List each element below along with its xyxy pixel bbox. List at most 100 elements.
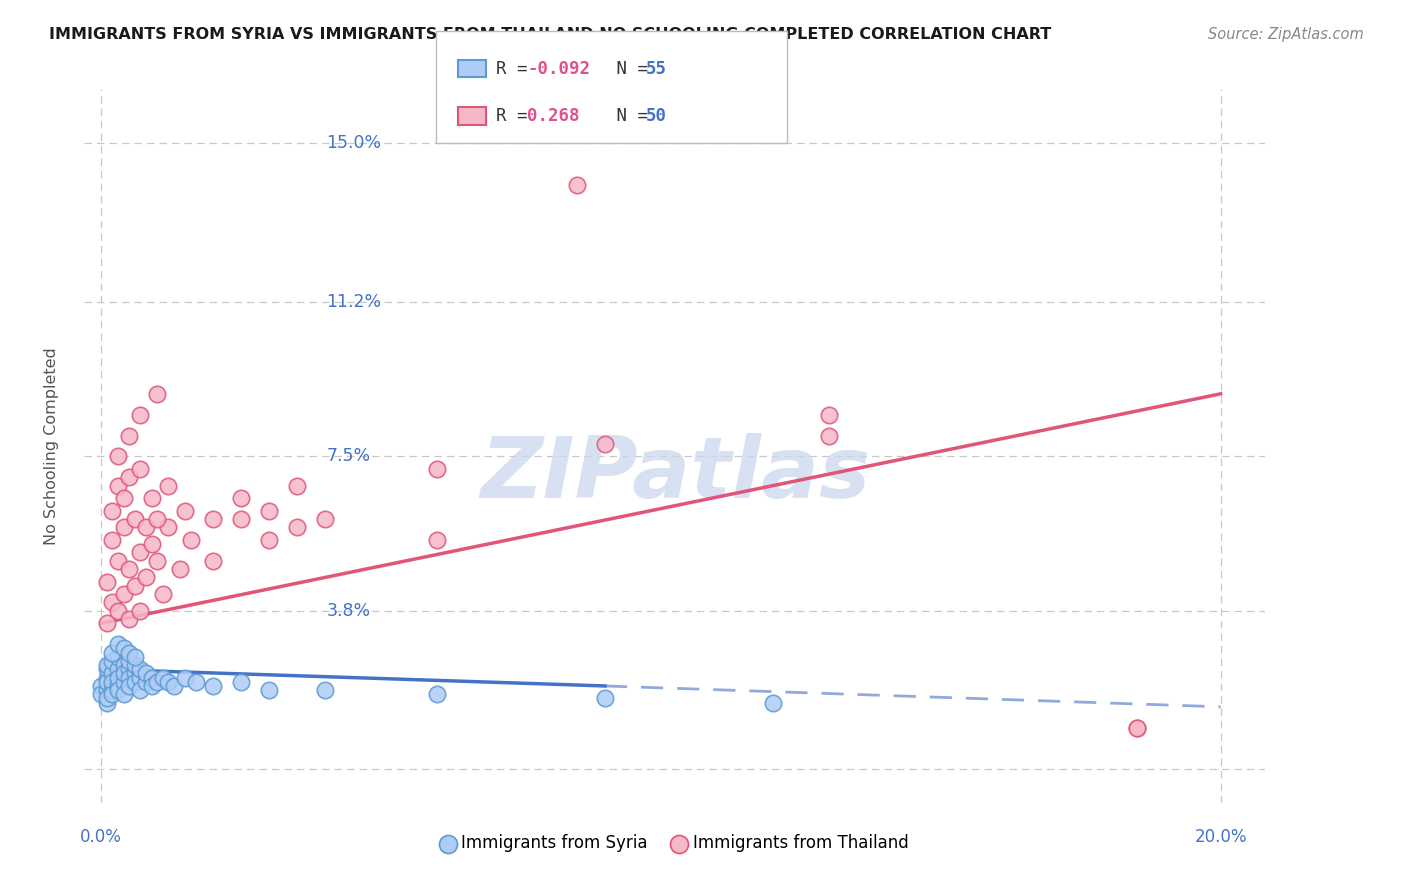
Point [96,658,118,673]
Point [141,537,163,551]
Point [817,428,839,442]
Point [426,687,449,701]
Point [174,504,197,518]
Legend: Immigrants from Syria, Immigrants from Thailand: Immigrants from Syria, Immigrants from T… [434,828,915,859]
Point [107,683,129,698]
Point [101,654,124,668]
Text: No Schooling Completed: No Schooling Completed [44,347,59,545]
Point [180,533,202,547]
Point [135,520,157,534]
Point [112,674,135,689]
Point [124,512,146,526]
Text: N =: N = [585,107,658,125]
Point [817,408,839,422]
Point [96,683,118,698]
Point [112,658,135,673]
Point [107,679,129,693]
Text: 55: 55 [645,60,666,78]
Point [146,512,169,526]
Point [257,504,280,518]
Text: R =: R = [496,60,538,78]
Point [285,478,308,492]
Point [124,666,146,681]
Point [101,666,124,681]
Point [112,520,135,534]
Point [101,687,124,701]
Point [101,683,124,698]
Point [118,428,141,442]
Point [152,671,174,685]
Text: 7.5%: 7.5% [326,448,371,466]
Point [152,587,174,601]
Point [593,691,616,706]
Point [118,646,141,660]
Point [135,666,157,681]
Point [229,491,252,505]
Point [141,491,163,505]
Point [135,570,157,584]
Text: 50: 50 [645,107,666,125]
Point [112,641,135,656]
Point [314,512,336,526]
Text: 11.2%: 11.2% [326,293,381,311]
Point [202,512,225,526]
Point [118,662,141,676]
Point [141,671,163,685]
Point [107,604,129,618]
Point [163,679,186,693]
Point [101,646,124,660]
Point [90,687,112,701]
Point [96,691,118,706]
Point [229,674,252,689]
Text: 15.0%: 15.0% [326,135,381,153]
Text: 20.0%: 20.0% [1194,828,1247,846]
Point [107,662,129,676]
Point [124,674,146,689]
Point [101,533,124,547]
Point [426,533,449,547]
Point [101,504,124,518]
Point [118,562,141,576]
Point [146,554,169,568]
Point [96,674,118,689]
Point [1125,721,1147,735]
Point [202,554,225,568]
Point [118,679,141,693]
Text: R =: R = [496,107,538,125]
Point [157,674,180,689]
Text: IMMIGRANTS FROM SYRIA VS IMMIGRANTS FROM THAILAND NO SCHOOLING COMPLETED CORRELA: IMMIGRANTS FROM SYRIA VS IMMIGRANTS FROM… [49,27,1052,42]
Point [96,671,118,685]
Point [101,595,124,609]
Point [107,450,129,464]
Point [169,562,191,576]
Point [107,478,129,492]
Point [107,554,129,568]
Point [107,637,129,651]
Point [285,520,308,534]
Point [129,671,152,685]
Text: ZIPatlas: ZIPatlas [479,433,870,516]
Text: 0.0%: 0.0% [80,828,122,846]
Point [141,679,163,693]
Point [1125,721,1147,735]
Point [202,679,225,693]
Point [257,533,280,547]
Point [129,545,152,559]
Text: -0.092: -0.092 [527,60,591,78]
Point [146,674,169,689]
Point [96,574,118,589]
Point [565,178,588,193]
Point [112,687,135,701]
Point [124,579,146,593]
Point [96,616,118,631]
Point [118,654,141,668]
Point [229,512,252,526]
Point [112,491,135,505]
Point [129,408,152,422]
Point [157,520,180,534]
Point [257,683,280,698]
Point [124,658,146,673]
Point [118,470,141,484]
Point [157,478,180,492]
Point [129,683,152,698]
